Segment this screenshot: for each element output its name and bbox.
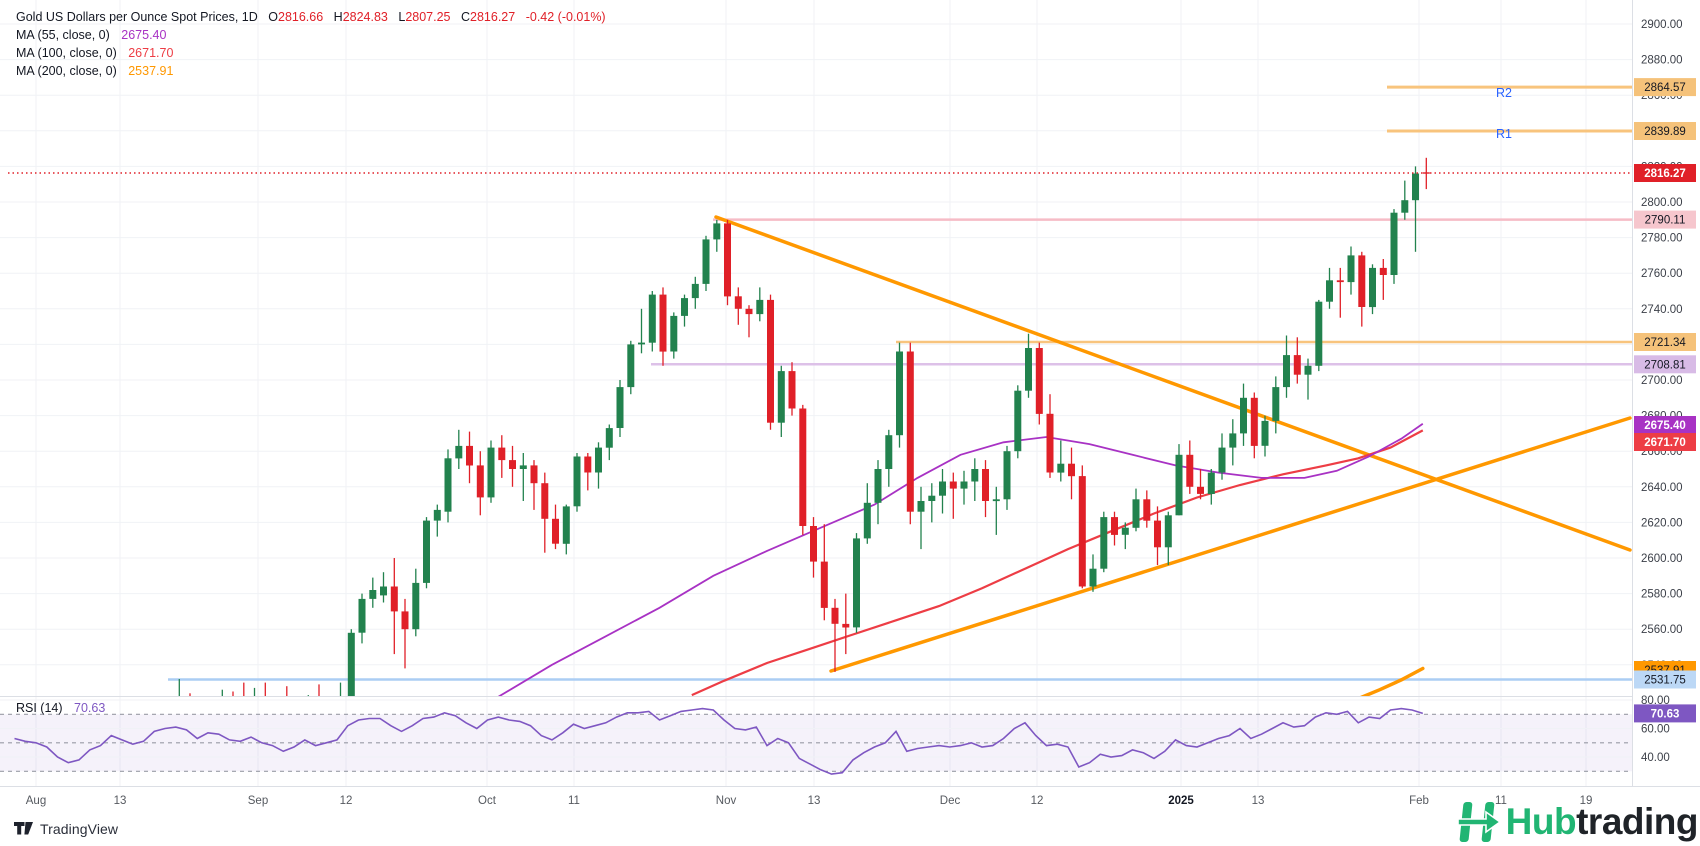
rsi-legend-row[interactable]: RSI (14) 70.63 [16, 701, 105, 715]
svg-text:2800.00: 2800.00 [1641, 197, 1683, 209]
brand-trading-text: trading [1576, 801, 1698, 842]
svg-text:Aug: Aug [26, 795, 46, 807]
close-label: C [461, 10, 471, 24]
ma100-value: 2671.70 [128, 46, 174, 60]
svg-text:12: 12 [1031, 795, 1044, 807]
svg-text:2740.00: 2740.00 [1641, 304, 1683, 316]
rsi-label: RSI (14) [16, 701, 63, 715]
change-value: -0.42 (-0.01%) [525, 10, 606, 24]
svg-text:2816.27: 2816.27 [1644, 168, 1686, 180]
ma-lines[interactable] [497, 423, 1425, 699]
ma55-value: 2675.40 [121, 28, 167, 42]
pane-separators[interactable] [0, 0, 1700, 787]
svg-text:2790.11: 2790.11 [1645, 215, 1686, 227]
svg-text:70.63: 70.63 [1651, 708, 1680, 720]
open-value: 2816.66 [278, 10, 324, 24]
open-label: O [268, 10, 278, 24]
svg-text:40.00: 40.00 [1641, 752, 1670, 764]
svg-text:2620.00: 2620.00 [1641, 517, 1683, 529]
resistance2-annotation: R2 [1496, 86, 1512, 100]
hubtrading-logo-icon [1456, 802, 1502, 842]
ma200-legend-row[interactable]: MA (200, close, 0) 2537.91 [16, 62, 606, 80]
high-value: 2824.83 [342, 10, 388, 24]
rsi-value: 70.63 [74, 701, 106, 715]
svg-text:Feb: Feb [1409, 795, 1429, 807]
ma200-label: MA (200, close, 0) [16, 64, 117, 78]
svg-text:Sep: Sep [248, 795, 268, 807]
chart-legend: Gold US Dollars per Ounce Spot Prices, 1… [16, 8, 606, 80]
svg-text:2560.00: 2560.00 [1641, 624, 1683, 636]
ma200-line [1360, 666, 1425, 696]
symbol-title[interactable]: Gold US Dollars per Ounce Spot Prices, 1… [16, 10, 258, 24]
svg-text:Oct: Oct [478, 795, 497, 807]
hubtrading-watermark: Hubtrading [1456, 798, 1698, 846]
price-label-badges: 2864.57 2839.89 2816.27 2790.11 2721.34 2708.… [1634, 78, 1696, 723]
ohlc-readout: O2816.66 H2824.83 L2807.25 C2816.27 [261, 10, 518, 24]
horizontal-level-lines[interactable] [168, 85, 1632, 681]
candlesticks[interactable] [36, 157, 1430, 846]
svg-text:11: 11 [568, 795, 580, 807]
svg-text:2600.00: 2600.00 [1641, 553, 1683, 565]
svg-text:2708.81: 2708.81 [1644, 359, 1686, 371]
ma200-value: 2537.91 [128, 64, 174, 78]
ma55-label: MA (55, close, 0) [16, 28, 110, 42]
svg-text:19: 19 [1580, 795, 1593, 807]
svg-text:2760.00: 2760.00 [1641, 268, 1683, 280]
symbol-ohlc-row[interactable]: Gold US Dollars per Ounce Spot Prices, 1… [16, 8, 606, 26]
date-axis[interactable]: Aug 13 Sep 12 Oct 11 Nov 13 Dec 12 2025 13 Feb 11 19 [26, 795, 1593, 807]
svg-text:2675.40: 2675.40 [1644, 420, 1686, 432]
svg-text:2531.75: 2531.75 [1644, 675, 1686, 687]
svg-text:2671.70: 2671.70 [1644, 437, 1686, 449]
svg-text:11: 11 [1495, 795, 1507, 807]
ma100-legend-row[interactable]: MA (100, close, 0) 2671.70 [16, 44, 606, 62]
trendlines[interactable] [714, 215, 1632, 673]
svg-text:2025: 2025 [1168, 795, 1194, 807]
svg-text:2900.00: 2900.00 [1641, 19, 1683, 31]
svg-text:2780.00: 2780.00 [1641, 233, 1683, 245]
svg-text:13: 13 [808, 795, 821, 807]
svg-text:2864.57: 2864.57 [1644, 82, 1686, 94]
tradingview-attribution[interactable]: TradingView [14, 820, 118, 837]
tradingview-logo-icon [14, 822, 33, 835]
svg-text:12: 12 [340, 795, 353, 807]
rsi-pane-decor [0, 699, 1632, 772]
svg-text:2640.00: 2640.00 [1641, 482, 1683, 494]
high-label: H [333, 10, 343, 24]
hubtrading-wordmark: Hubtrading [1505, 798, 1699, 846]
svg-text:2700.00: 2700.00 [1641, 375, 1683, 387]
resistance1-annotation: R1 [1496, 127, 1512, 141]
svg-text:80.00: 80.00 [1641, 695, 1670, 707]
svg-text:60.00: 60.00 [1641, 724, 1670, 736]
low-label: L [398, 10, 406, 24]
svg-text:Dec: Dec [940, 795, 961, 807]
svg-text:13: 13 [1252, 795, 1265, 807]
svg-text:2580.00: 2580.00 [1641, 589, 1683, 601]
svg-text:2880.00: 2880.00 [1641, 55, 1683, 67]
close-value: 2816.27 [470, 10, 516, 24]
ma55-line [497, 423, 1424, 696]
svg-text:Nov: Nov [716, 795, 737, 807]
low-value: 2807.25 [405, 10, 451, 24]
ma100-line [691, 429, 1424, 696]
svg-text:13: 13 [114, 795, 127, 807]
tradingview-label: TradingView [40, 820, 119, 837]
svg-text:2839.89: 2839.89 [1644, 126, 1686, 138]
rsi-line[interactable] [14, 707, 1424, 775]
ma55-legend-row[interactable]: MA (55, close, 0) 2675.40 [16, 26, 606, 44]
brand-hub-text: Hub [1505, 801, 1577, 842]
svg-text:2721.34: 2721.34 [1644, 337, 1686, 349]
ma100-label: MA (100, close, 0) [16, 46, 117, 60]
